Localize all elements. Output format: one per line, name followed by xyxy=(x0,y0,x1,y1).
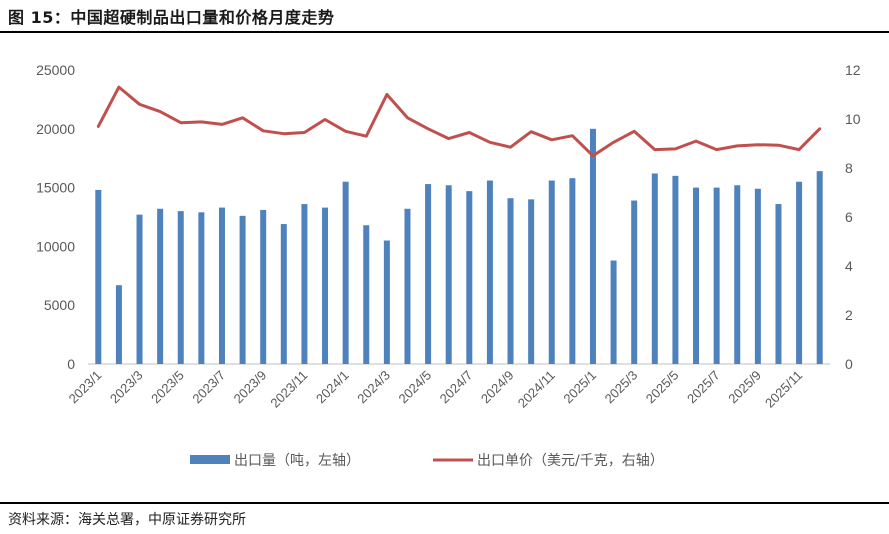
bar xyxy=(754,188,761,364)
x-tick-label: 2025/5 xyxy=(643,368,682,407)
bar xyxy=(610,260,617,364)
y-right-tick-label: 6 xyxy=(845,209,853,225)
bar xyxy=(177,211,184,364)
x-tick-label: 2023/1 xyxy=(66,368,105,407)
y-right-tick-label: 12 xyxy=(845,62,861,78)
bar xyxy=(363,225,370,364)
bar xyxy=(280,224,287,364)
figure-title: 图 15：中国超硬制品出口量和价格月度走势 xyxy=(8,8,335,27)
bar xyxy=(631,200,638,364)
y-left-tick-label: 25000 xyxy=(36,62,75,78)
legend-bar-label: 出口量（吨，左轴） xyxy=(234,453,360,469)
x-tick-label: 2025/11 xyxy=(762,368,805,411)
bar xyxy=(218,207,225,364)
x-tick-label: 2023/5 xyxy=(148,368,187,407)
x-tick-label: 2023/9 xyxy=(231,368,270,407)
bar xyxy=(589,128,596,364)
bar xyxy=(445,185,452,364)
x-tick-label: 2023/7 xyxy=(189,368,228,407)
x-tick-label: 2024/11 xyxy=(515,368,558,411)
bar xyxy=(713,187,720,364)
x-tick-label: 2023/11 xyxy=(267,368,310,411)
source-note: 资料来源：海关总署，中原证券研究所 xyxy=(8,512,246,528)
bar xyxy=(260,209,267,364)
bar xyxy=(507,198,514,364)
bar xyxy=(734,185,741,364)
legend-line-label: 出口单价（美元/千克，右轴） xyxy=(477,453,664,469)
x-tick-label: 2025/7 xyxy=(684,368,723,407)
x-tick-label: 2024/5 xyxy=(395,368,434,407)
bar xyxy=(239,215,246,364)
bottom-rule xyxy=(0,502,889,504)
x-tick-label: 2024/9 xyxy=(478,368,517,407)
line-series xyxy=(96,85,822,158)
y-left-tick-label: 0 xyxy=(67,356,75,372)
x-tick-label: 2024/3 xyxy=(354,368,393,407)
bar-series xyxy=(95,128,823,364)
price-line xyxy=(96,85,822,158)
x-tick-label: 2025/1 xyxy=(560,368,599,407)
y-right-tick-label: 2 xyxy=(845,307,853,323)
bar xyxy=(693,187,700,364)
bar xyxy=(672,175,679,364)
bar xyxy=(383,240,390,364)
bar xyxy=(775,204,782,364)
y-left-tick-label: 20000 xyxy=(36,121,75,137)
chart-legend: 出口量（吨，左轴） 出口单价（美元/千克，右轴） xyxy=(190,453,664,469)
bar xyxy=(301,204,308,364)
y-left-tick-label: 10000 xyxy=(36,238,75,254)
x-tick-label: 2023/3 xyxy=(107,368,146,407)
bar xyxy=(342,181,349,364)
bar xyxy=(466,191,473,364)
bar xyxy=(136,214,143,364)
bar xyxy=(95,189,102,364)
bar xyxy=(157,208,164,364)
legend-bar-swatch xyxy=(190,455,230,464)
bar xyxy=(569,178,576,364)
bar xyxy=(796,181,803,364)
bar xyxy=(322,207,329,364)
bar xyxy=(816,171,823,364)
y-right-tick-label: 4 xyxy=(845,258,853,274)
bar xyxy=(115,285,122,364)
x-tick-label: 2025/9 xyxy=(725,368,764,407)
y-left-tick-label: 15000 xyxy=(36,180,75,196)
bar xyxy=(548,180,555,364)
y-right-tick-label: 10 xyxy=(845,111,861,127)
y-left-tick-label: 5000 xyxy=(44,297,75,313)
bar xyxy=(528,199,535,364)
bar xyxy=(425,184,432,364)
x-tick-label: 2024/7 xyxy=(437,368,476,407)
top-rule xyxy=(0,31,889,33)
bar xyxy=(404,208,411,364)
bar xyxy=(651,173,658,364)
x-tick-label: 2024/1 xyxy=(313,368,352,407)
x-tick-label: 2025/3 xyxy=(602,368,641,407)
y-right-tick-label: 8 xyxy=(845,160,853,176)
bar xyxy=(486,180,493,364)
y-right-tick-label: 0 xyxy=(845,356,853,372)
bar xyxy=(198,212,205,364)
